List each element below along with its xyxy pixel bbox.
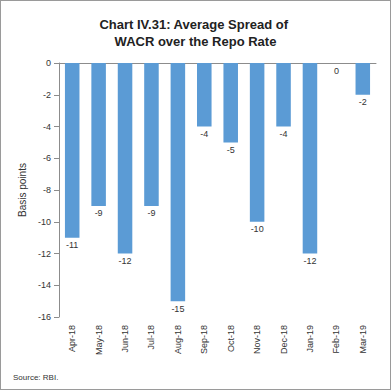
svg-text:0: 0	[46, 58, 51, 68]
svg-text:-6: -6	[43, 153, 51, 163]
svg-text:Basis points: Basis points	[17, 163, 28, 217]
svg-text:-2: -2	[359, 97, 367, 107]
svg-text:Apr-18: Apr-18	[67, 325, 77, 352]
svg-text:-9: -9	[95, 208, 103, 218]
svg-text:-9: -9	[147, 208, 155, 218]
svg-text:Mar-19: Mar-19	[358, 325, 368, 354]
svg-text:-16: -16	[38, 312, 51, 322]
svg-text:-11: -11	[66, 240, 78, 250]
svg-text:Nov-18: Nov-18	[252, 325, 262, 354]
svg-text:May-18: May-18	[94, 325, 104, 355]
svg-text:-4: -4	[280, 129, 288, 139]
svg-text:Aug-18: Aug-18	[173, 325, 183, 354]
svg-text:Jul-18: Jul-18	[146, 325, 156, 350]
svg-text:-5: -5	[227, 145, 235, 155]
svg-text:-2: -2	[43, 90, 51, 100]
svg-text:-8: -8	[43, 185, 51, 195]
svg-text:-12: -12	[38, 249, 51, 259]
svg-text:Feb-19: Feb-19	[331, 325, 341, 354]
svg-text:0: 0	[334, 66, 339, 76]
svg-text:Jan-19: Jan-19	[305, 325, 315, 353]
svg-text:Dec-18: Dec-18	[279, 325, 289, 354]
svg-text:-4: -4	[200, 129, 208, 139]
svg-text:-14: -14	[38, 280, 51, 290]
svg-text:-4: -4	[43, 122, 51, 132]
svg-text:-10: -10	[251, 224, 264, 234]
svg-text:-12: -12	[119, 256, 132, 266]
svg-text:-15: -15	[171, 304, 184, 314]
svg-text:Sep-18: Sep-18	[199, 325, 209, 354]
svg-text:Oct-18: Oct-18	[226, 325, 236, 352]
svg-text:-10: -10	[38, 217, 51, 227]
svg-text:WACR over the Repo Rate: WACR over the Repo Rate	[115, 34, 277, 49]
svg-text:Source: RBI.: Source: RBI.	[13, 373, 58, 382]
svg-text:-12: -12	[303, 256, 316, 266]
svg-text:Chart IV.31: Average Spread of: Chart IV.31: Average Spread of	[99, 17, 291, 32]
svg-text:Jun-18: Jun-18	[120, 325, 130, 353]
